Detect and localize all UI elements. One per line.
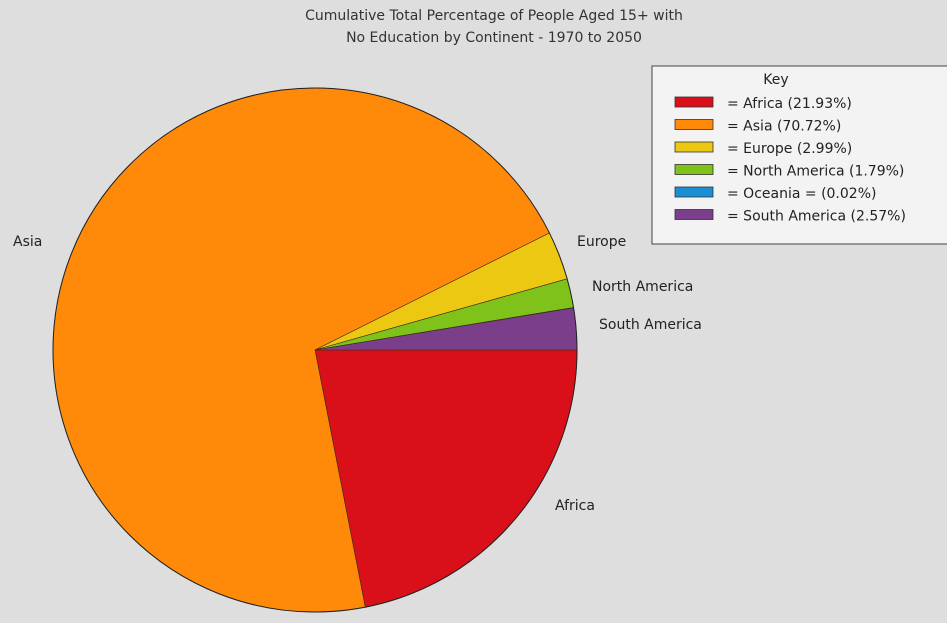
legend-swatch-oceania (674, 186, 714, 198)
chart-title-line-2: No Education by Continent - 1970 to 2050 (346, 30, 642, 46)
legend-entry-africa: = Africa (21.93%) (727, 96, 852, 112)
legend-items: = Africa (21.93%) = Asia (70.72%) = Europe… (674, 96, 906, 225)
slice-label-europe: Europe (577, 234, 626, 250)
pie-outline (52, 87, 578, 613)
legend-entry-north-america: = North America (1.79%) (727, 164, 904, 180)
legend-entry-europe: = Europe (2.99%) (727, 141, 852, 157)
slice-label-north-america: North America (592, 279, 693, 295)
pie-slices (52, 87, 578, 613)
legend-entry-oceania: = Oceania = (0.02%) (727, 186, 876, 202)
legend-entry-asia: = Asia (70.72%) (727, 119, 841, 135)
legend-swatch-north-america (674, 164, 714, 175)
slice-label-south-america: South America (599, 317, 702, 333)
legend-title: Key (763, 72, 788, 88)
legend-swatch-south-america (674, 209, 714, 220)
chart-title-line-1: Cumulative Total Percentage of People Ag… (305, 8, 683, 24)
legend: Key = Africa (21.93%) = Asia (70.72%) = Eu… (651, 65, 947, 245)
legend-entry-south-america: = South America (2.57%) (727, 209, 906, 225)
slice-label-asia: Asia (13, 234, 42, 250)
legend-swatch-europe (674, 141, 714, 153)
pie-labels: Africa Asia Europe North America South Ameri… (13, 234, 702, 514)
slice-label-africa: Africa (555, 498, 595, 514)
legend-swatch-asia (674, 119, 714, 130)
legend-swatch-africa (674, 96, 714, 108)
